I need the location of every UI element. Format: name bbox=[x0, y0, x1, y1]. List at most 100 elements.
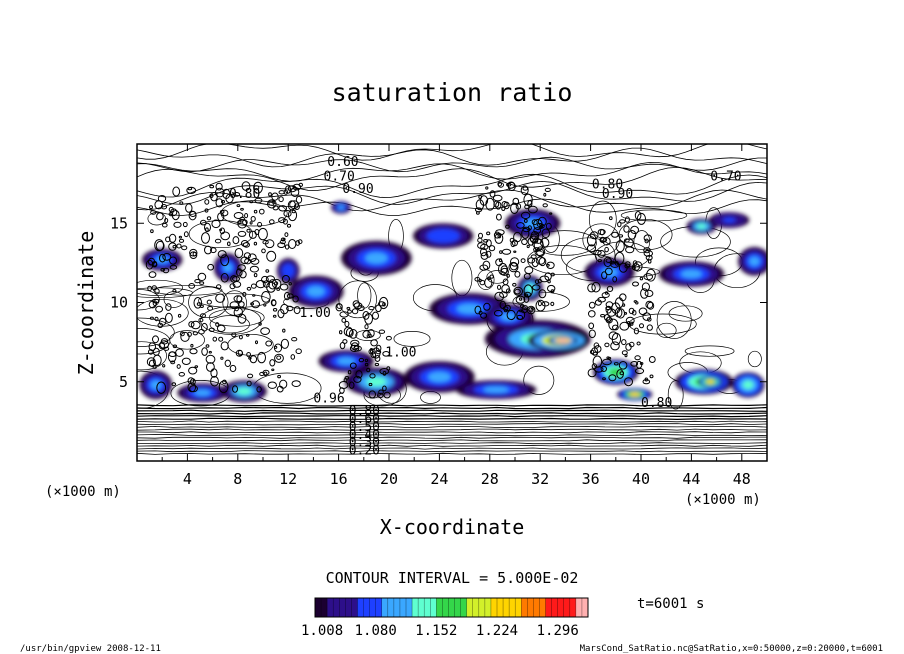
tower-contour bbox=[233, 295, 243, 303]
tower-contour bbox=[601, 271, 608, 280]
tower-contour bbox=[255, 340, 258, 345]
tower-contour bbox=[169, 264, 178, 270]
colorbar-cell bbox=[575, 598, 583, 617]
tower-contour bbox=[276, 355, 282, 360]
tower-contour bbox=[635, 301, 639, 305]
tower-contour bbox=[534, 238, 543, 244]
colorbar-cell bbox=[503, 598, 510, 617]
tower-contour bbox=[606, 316, 612, 323]
convective-tower-contours bbox=[145, 181, 656, 399]
tower-contour bbox=[156, 212, 164, 221]
contour-label: 0.60 bbox=[349, 412, 380, 427]
tower-contour bbox=[262, 369, 270, 376]
contour-loop bbox=[153, 284, 223, 296]
tower-contour bbox=[194, 365, 199, 368]
tower-contour bbox=[621, 350, 628, 356]
x-tick-label: 16 bbox=[330, 470, 348, 488]
tower-contour bbox=[249, 265, 259, 273]
tower-contour bbox=[216, 324, 226, 332]
colorbar-cell bbox=[557, 598, 565, 617]
tower-contour bbox=[544, 187, 551, 192]
tower-contour bbox=[160, 268, 165, 272]
contour-label: 0.70 bbox=[324, 170, 355, 185]
tower-contour bbox=[157, 322, 164, 328]
contour-loop bbox=[137, 341, 167, 371]
colorbar-cell bbox=[315, 598, 322, 617]
tower-contour bbox=[246, 228, 251, 233]
tower-contour bbox=[265, 340, 273, 347]
tower-contour bbox=[241, 181, 251, 191]
tower-contour bbox=[379, 368, 390, 375]
tower-contour bbox=[206, 299, 212, 305]
tower-contour bbox=[385, 335, 392, 341]
tower-contour bbox=[645, 300, 654, 309]
contour-label: 0.20 bbox=[349, 444, 380, 459]
tower-contour bbox=[339, 311, 349, 318]
tower-contour bbox=[274, 353, 284, 363]
tower-contour bbox=[179, 331, 185, 337]
y-tick-label: 5 bbox=[119, 373, 128, 391]
tower-contour bbox=[229, 301, 240, 309]
x-tick-label: 28 bbox=[481, 470, 499, 488]
shaded-region bbox=[433, 231, 453, 240]
tower-contour bbox=[268, 200, 275, 206]
tower-contour bbox=[615, 240, 625, 253]
tower-contour bbox=[647, 301, 655, 310]
tower-contour bbox=[266, 281, 276, 293]
tower-contour bbox=[220, 341, 229, 351]
tower-contour bbox=[502, 306, 509, 311]
tower-contour bbox=[489, 274, 494, 279]
tower-contour bbox=[588, 301, 596, 309]
colorbar-cell bbox=[460, 598, 468, 617]
tower-contour bbox=[506, 309, 516, 321]
tower-contour bbox=[522, 186, 529, 191]
tower-contour bbox=[597, 228, 606, 236]
y-axis-label: Z-coordinate bbox=[74, 231, 98, 376]
tower-contour bbox=[250, 216, 256, 222]
tower-contour bbox=[267, 381, 277, 389]
tower-contour bbox=[152, 354, 162, 366]
tower-contour bbox=[240, 240, 249, 247]
tower-contour bbox=[172, 344, 178, 349]
tower-contour bbox=[644, 377, 648, 382]
tower-contour bbox=[229, 283, 236, 290]
tower-contour bbox=[269, 359, 276, 367]
tower-contour bbox=[513, 250, 517, 253]
tower-contour bbox=[537, 301, 542, 307]
tower-contour bbox=[483, 239, 489, 243]
x-tick-label: 12 bbox=[279, 470, 297, 488]
tower-contour bbox=[242, 242, 250, 248]
contour-line bbox=[137, 406, 767, 410]
contour-loop bbox=[656, 301, 692, 339]
x-units-left: (×1000 m) bbox=[45, 484, 121, 500]
tower-contour bbox=[283, 291, 291, 301]
colorbar-cell bbox=[430, 598, 437, 617]
tower-contour bbox=[646, 268, 656, 282]
tower-contour bbox=[159, 253, 166, 263]
shaded-region bbox=[742, 380, 754, 389]
contour-label: 0.80 bbox=[229, 187, 260, 202]
tower-contour bbox=[239, 270, 247, 279]
tower-contour bbox=[375, 304, 382, 313]
tower-contour bbox=[347, 309, 352, 314]
tower-contour bbox=[362, 311, 370, 320]
contour-label: 0.90 bbox=[342, 182, 373, 197]
tower-contour bbox=[641, 282, 651, 292]
contour-loop bbox=[355, 329, 381, 341]
tower-contour bbox=[480, 312, 488, 319]
tower-contour bbox=[152, 260, 158, 267]
contour-line bbox=[137, 166, 767, 191]
tower-contour bbox=[608, 318, 619, 331]
shaded-region bbox=[194, 389, 211, 396]
tower-contour bbox=[190, 343, 194, 348]
tower-contour bbox=[154, 288, 160, 295]
tower-contour bbox=[263, 371, 268, 377]
tower-contour bbox=[295, 240, 301, 246]
tower-contour bbox=[639, 276, 644, 281]
tower-contour bbox=[495, 229, 505, 236]
tower-contour bbox=[627, 321, 631, 324]
tower-contour bbox=[215, 293, 226, 303]
x-tick-label: 44 bbox=[682, 470, 700, 488]
tower-contour bbox=[246, 380, 252, 387]
tower-contour bbox=[497, 181, 503, 187]
